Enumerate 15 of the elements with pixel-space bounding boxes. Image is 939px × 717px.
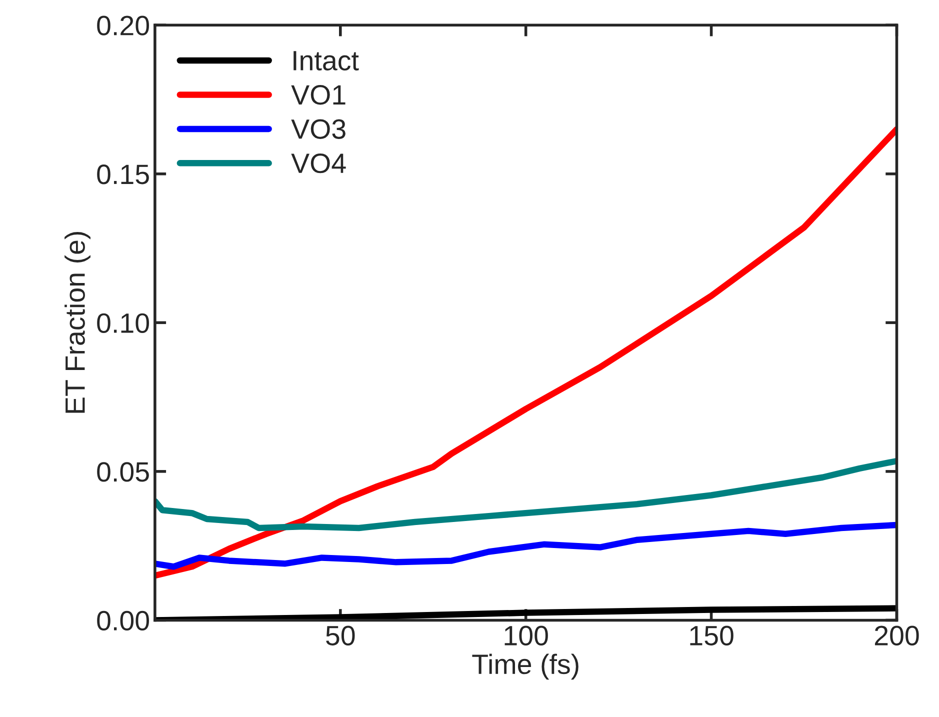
legend-label: VO1: [291, 85, 346, 105]
y-tick-label: 0.20: [97, 16, 149, 36]
y-tick-label: 0.15: [97, 164, 149, 184]
x-axis-title: Time (fs): [472, 654, 578, 680]
x-tick-label: 150: [690, 626, 734, 646]
x-tick-label: 50: [326, 626, 355, 646]
y-axis-title: ET Fraction (e): [64, 232, 90, 413]
y-tick-label: 0.10: [97, 313, 149, 333]
x-tick-label: 200: [874, 626, 919, 646]
y-tick-label: 0.05: [97, 462, 149, 482]
legend-label: VO4: [291, 154, 346, 174]
legend-label: Intact: [294, 51, 359, 70]
x-tick-label: 100: [504, 626, 548, 646]
y-tick-label: 0.00: [97, 610, 149, 631]
legend-label: VO3: [291, 119, 346, 139]
